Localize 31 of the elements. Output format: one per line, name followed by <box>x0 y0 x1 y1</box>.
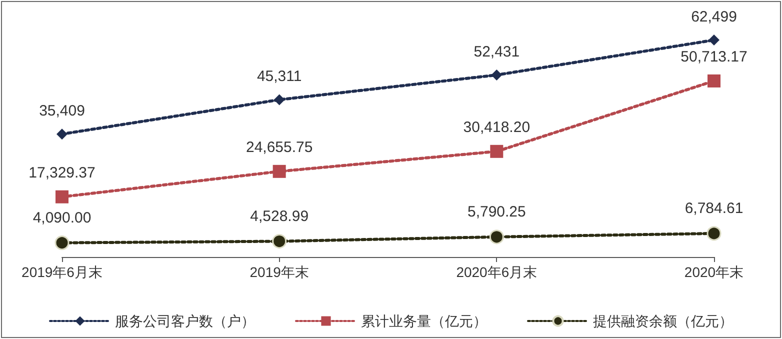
legend-label: 服务公司客户数（户） <box>115 313 255 329</box>
x-tick-label: 2019年6月末 <box>22 264 102 280</box>
x-tick-label: 2019年末 <box>250 264 309 280</box>
legend-label: 累计业务量（亿元） <box>361 313 487 329</box>
data-label: 45,311 <box>256 68 302 86</box>
data-label: 4,090.00 <box>32 210 92 227</box>
data-label: 62,499 <box>691 8 737 26</box>
point <box>489 230 504 244</box>
point <box>706 226 722 241</box>
point <box>708 34 720 46</box>
data-label: 52,431 <box>474 43 520 60</box>
point <box>272 164 286 178</box>
point <box>274 94 285 106</box>
point <box>54 236 70 250</box>
x-tick-label: 2020年末 <box>684 264 744 280</box>
data-label: 5,790.25 <box>467 204 526 221</box>
data-label: 35,409 <box>39 102 85 120</box>
data-label: 30,418.20 <box>463 118 530 136</box>
data-label: 4,528.99 <box>250 208 309 226</box>
legend-label: 提供融资余额（亿元） <box>593 313 733 329</box>
point <box>708 74 720 88</box>
point <box>272 234 287 249</box>
data-label: 24,655.75 <box>246 138 313 156</box>
point <box>490 144 504 158</box>
point <box>56 128 68 140</box>
point <box>491 69 502 80</box>
data-label: 50,713.17 <box>680 48 748 66</box>
point <box>56 190 68 204</box>
data-label: 17,329.37 <box>28 164 96 182</box>
data-label: 6,784.61 <box>684 200 744 218</box>
x-tick-label: 2020年6月末 <box>456 264 538 280</box>
